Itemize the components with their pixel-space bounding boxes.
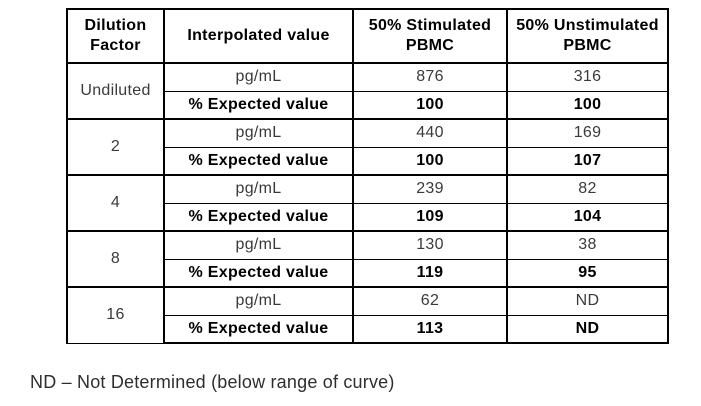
table-row: Undiluted pg/mL 876 316 — [66, 62, 669, 120]
cell-stimulated-pg: 62 — [352, 286, 508, 316]
cell-dilution-factor: 4 — [66, 174, 165, 232]
cell-stimulated-expected: 119 — [352, 258, 508, 288]
cell-unstimulated-expected: 95 — [506, 258, 669, 288]
cell-stimulated-expected: 113 — [352, 314, 508, 344]
col-header-interpolated-value: Interpolated value — [163, 8, 354, 64]
cell-unstimulated-pg: 82 — [506, 174, 669, 204]
cell-unstimulated-pg: 38 — [506, 230, 669, 260]
dilution-results-table: Dilution Factor Interpolated value 50% S… — [66, 8, 669, 344]
table-row: % Expected value 109 104 — [67, 202, 669, 232]
cell-unstimulated-expected: 107 — [506, 146, 669, 176]
col-header-unstimulated-pbmc: 50% Unstimulated PBMC — [506, 8, 669, 64]
cell-dilution-factor: Undiluted — [66, 62, 165, 120]
col-header-dilution-factor: Dilution Factor — [66, 8, 165, 64]
table-row: 16 pg/mL 62 ND — [66, 286, 669, 344]
cell-row-label-expected: % Expected value — [163, 146, 354, 176]
cell-stimulated-pg: 239 — [352, 174, 508, 204]
cell-row-label-expected: % Expected value — [163, 202, 354, 232]
table-row: % Expected value 119 95 — [67, 258, 669, 288]
table-row: % Expected value 100 100 — [67, 90, 669, 120]
cell-unstimulated-expected: 100 — [506, 90, 669, 120]
cell-unstimulated-pg: 316 — [506, 62, 669, 92]
cell-row-label-expected: % Expected value — [163, 258, 354, 288]
table-row: 2 pg/mL 440 169 — [66, 118, 669, 176]
table-row: % Expected value 100 107 — [67, 146, 669, 176]
cell-row-label-pg: pg/mL — [163, 286, 354, 316]
cell-row-label-pg: pg/mL — [163, 62, 354, 92]
cell-row-label-expected: % Expected value — [163, 314, 354, 344]
cell-unstimulated-pg: 169 — [506, 118, 669, 148]
cell-dilution-factor: 8 — [66, 230, 165, 288]
cell-row-label-expected: % Expected value — [163, 90, 354, 120]
cell-stimulated-pg: 876 — [352, 62, 508, 92]
cell-row-label-pg: pg/mL — [163, 118, 354, 148]
table-row: 8 pg/mL 130 38 — [66, 230, 669, 288]
cell-stimulated-expected: 100 — [352, 146, 508, 176]
cell-dilution-factor: 16 — [66, 286, 165, 344]
cell-stimulated-expected: 109 — [352, 202, 508, 232]
cell-stimulated-expected: 100 — [352, 90, 508, 120]
col-header-stimulated-pbmc: 50% Stimulated PBMC — [352, 8, 508, 64]
cell-row-label-pg: pg/mL — [163, 230, 354, 260]
table-row: 4 pg/mL 239 82 — [66, 174, 669, 232]
cell-dilution-factor: 2 — [66, 118, 165, 176]
cell-unstimulated-pg: ND — [506, 286, 669, 316]
cell-unstimulated-expected: 104 — [506, 202, 669, 232]
cell-stimulated-pg: 440 — [352, 118, 508, 148]
footnote: ND – Not Determined (below range of curv… — [30, 372, 395, 392]
cell-stimulated-pg: 130 — [352, 230, 508, 260]
cell-row-label-pg: pg/mL — [163, 174, 354, 204]
header-row: Dilution Factor Interpolated value 50% S… — [66, 8, 669, 64]
table-row: % Expected value 113 ND — [67, 314, 669, 344]
cell-unstimulated-expected: ND — [506, 314, 669, 344]
